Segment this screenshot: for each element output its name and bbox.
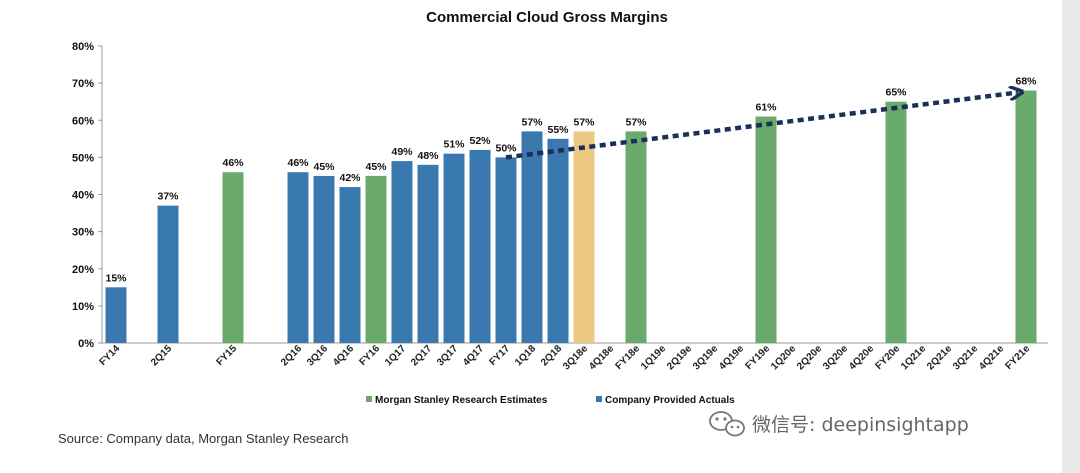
- x-tick-label: 4Q17: [461, 343, 486, 368]
- data-label: 15%: [105, 272, 127, 284]
- watermark: 微信号: deepinsightapp: [709, 411, 969, 437]
- x-tick-label: 4Q18e: [587, 343, 616, 372]
- x-tick-label: 2Q16: [279, 343, 304, 368]
- x-tick-label: 3Q18e: [561, 343, 590, 372]
- legend-label: Morgan Stanley Research Estimates: [375, 395, 548, 406]
- bar: [443, 153, 465, 343]
- bar: [625, 131, 647, 343]
- bar: [313, 175, 335, 343]
- wechat-icon: [709, 411, 745, 437]
- x-tick-label: FY21e: [1004, 343, 1033, 372]
- data-label: 51%: [443, 139, 465, 151]
- x-tick-label: 3Q16: [305, 343, 330, 368]
- x-tick-label: 3Q21e: [951, 343, 980, 372]
- x-tick-label: 1Q19e: [639, 343, 668, 372]
- data-label: 46%: [222, 157, 244, 169]
- data-label: 57%: [625, 116, 647, 128]
- x-tick-label: FY16: [357, 343, 382, 368]
- bars: 15% 37% 46% 46% 45% 42% 45% 49% 48% 51% 52% 50% 57% 5…: [105, 76, 1037, 343]
- data-label: 49%: [391, 146, 413, 158]
- chart-title: Commercial Cloud Gross Margins: [426, 9, 668, 26]
- data-label: 61%: [755, 102, 777, 114]
- data-label: 57%: [573, 116, 595, 128]
- x-tick-label: 3Q17: [435, 343, 460, 368]
- x-tick-label: FY20e: [874, 343, 903, 372]
- bar: [547, 138, 569, 343]
- data-label: 45%: [313, 161, 335, 173]
- data-label: 65%: [885, 87, 907, 99]
- bar: [339, 187, 361, 343]
- legend-swatch: [366, 396, 372, 402]
- bar: [573, 131, 595, 343]
- x-tick-label: FY15: [214, 343, 239, 368]
- x-tick-label: FY17: [487, 343, 512, 368]
- x-tick-label: 1Q21e: [899, 343, 928, 372]
- y-tick-label: 10%: [72, 301, 94, 313]
- bar: [287, 172, 309, 343]
- x-tick-label: 4Q16: [331, 343, 356, 368]
- y-tick-label: 30%: [72, 227, 94, 239]
- watermark-text: 微信号: deepinsightapp: [752, 414, 969, 436]
- y-tick-label: 40%: [72, 190, 94, 202]
- x-tick-label: FY19e: [744, 343, 773, 372]
- y-tick-label: 80%: [72, 41, 94, 53]
- data-label: 46%: [287, 157, 309, 169]
- x-tick-label: 2Q21e: [925, 343, 954, 372]
- bar: [391, 161, 413, 343]
- data-label: 45%: [365, 161, 387, 173]
- bar: [521, 131, 543, 343]
- data-label: 55%: [547, 124, 569, 136]
- y-tick-label: 0%: [78, 338, 94, 350]
- x-tick-label: 2Q15: [149, 343, 174, 368]
- legend-label: Company Provided Actuals: [605, 395, 735, 406]
- x-tick-label: 3Q20e: [821, 343, 850, 372]
- y-tick-label: 60%: [72, 115, 94, 127]
- bar: [495, 157, 517, 343]
- bar: [365, 175, 387, 343]
- bar: [469, 149, 491, 343]
- y-tick-label: 50%: [72, 152, 94, 164]
- data-label: 50%: [495, 142, 517, 154]
- x-tick-label: 1Q17: [383, 343, 408, 368]
- bar: [1015, 90, 1037, 343]
- bar: [105, 287, 127, 343]
- x-tick-label: 1Q18: [513, 343, 538, 368]
- y-tick-label: 20%: [72, 264, 94, 276]
- x-tick-label: 1Q20e: [769, 343, 798, 372]
- bar: [755, 116, 777, 343]
- x-tick-label: FY18e: [614, 343, 643, 372]
- trend-arrow: [505, 92, 1018, 160]
- x-tick-label: 2Q20e: [795, 343, 824, 372]
- data-label: 57%: [521, 116, 543, 128]
- bar: [222, 172, 244, 343]
- bar: [885, 101, 907, 343]
- x-tick-label: 3Q19e: [691, 343, 720, 372]
- x-tick-label: 4Q20e: [847, 343, 876, 372]
- page-edge: [1062, 0, 1080, 473]
- data-label: 42%: [339, 172, 361, 184]
- source-note: Source: Company data, Morgan Stanley Res…: [58, 431, 349, 446]
- legend: Morgan Stanley Research Estimates Company…: [366, 395, 735, 406]
- trend-line: [505, 92, 1018, 160]
- x-tick-label: 4Q19e: [717, 343, 746, 372]
- data-label: 37%: [157, 191, 179, 203]
- x-tick-label: 4Q21e: [977, 343, 1006, 372]
- data-label: 68%: [1015, 76, 1037, 88]
- legend-swatch: [596, 396, 602, 402]
- x-tick-label: 2Q17: [409, 343, 434, 368]
- data-label: 48%: [417, 150, 439, 162]
- data-label: 52%: [469, 135, 491, 147]
- bar: [417, 164, 439, 343]
- x-tick-label: 2Q19e: [665, 343, 694, 372]
- y-tick-label: 70%: [72, 78, 94, 90]
- x-tick-label: FY14: [97, 343, 122, 368]
- bar: [157, 205, 179, 343]
